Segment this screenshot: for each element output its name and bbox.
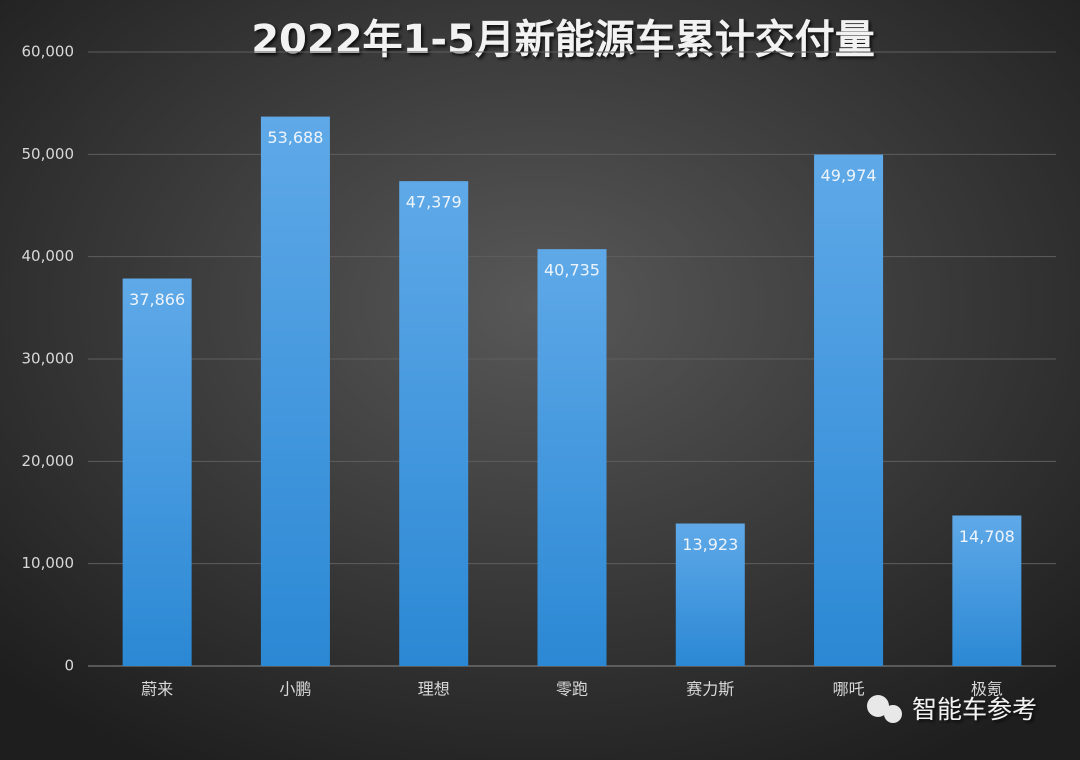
watermark: 智能车参考 — [867, 695, 1037, 724]
y-tick-label: 60,000 — [22, 43, 75, 61]
x-tick-label: 赛力斯 — [686, 680, 734, 699]
x-tick-label: 理想 — [418, 680, 450, 699]
value-label: 53,688 — [267, 128, 323, 147]
watermark-icon — [884, 705, 902, 723]
watermark-text: 智能车参考 — [912, 695, 1037, 724]
x-tick-label: 极氪 — [971, 680, 1003, 699]
watermark-icon — [867, 695, 889, 717]
bar — [122, 278, 192, 666]
bar — [814, 154, 884, 666]
x-tick-label: 哪吒 — [833, 680, 865, 699]
y-tick-label: 0 — [64, 657, 74, 675]
bar — [675, 523, 745, 666]
value-label: 40,735 — [544, 261, 600, 280]
bar — [260, 116, 330, 667]
value-label: 14,708 — [959, 527, 1015, 546]
bar — [537, 249, 607, 666]
bar — [399, 181, 469, 666]
x-tick-label: 蔚来 — [141, 680, 173, 699]
y-tick-label: 40,000 — [22, 247, 75, 265]
value-label: 47,379 — [406, 193, 462, 212]
y-tick-label: 30,000 — [22, 350, 75, 368]
chart-title: 2022年1-5月新能源车累计交付量 — [251, 17, 875, 63]
y-tick-label: 20,000 — [22, 452, 75, 470]
y-tick-label: 50,000 — [22, 145, 75, 163]
value-label: 49,974 — [821, 166, 877, 185]
bar — [952, 515, 1022, 666]
y-tick-label: 10,000 — [22, 554, 75, 572]
x-tick-label: 零跑 — [556, 680, 588, 699]
value-label: 13,923 — [682, 535, 738, 554]
value-label: 37,866 — [129, 290, 185, 309]
x-tick-label: 小鹏 — [279, 680, 311, 699]
